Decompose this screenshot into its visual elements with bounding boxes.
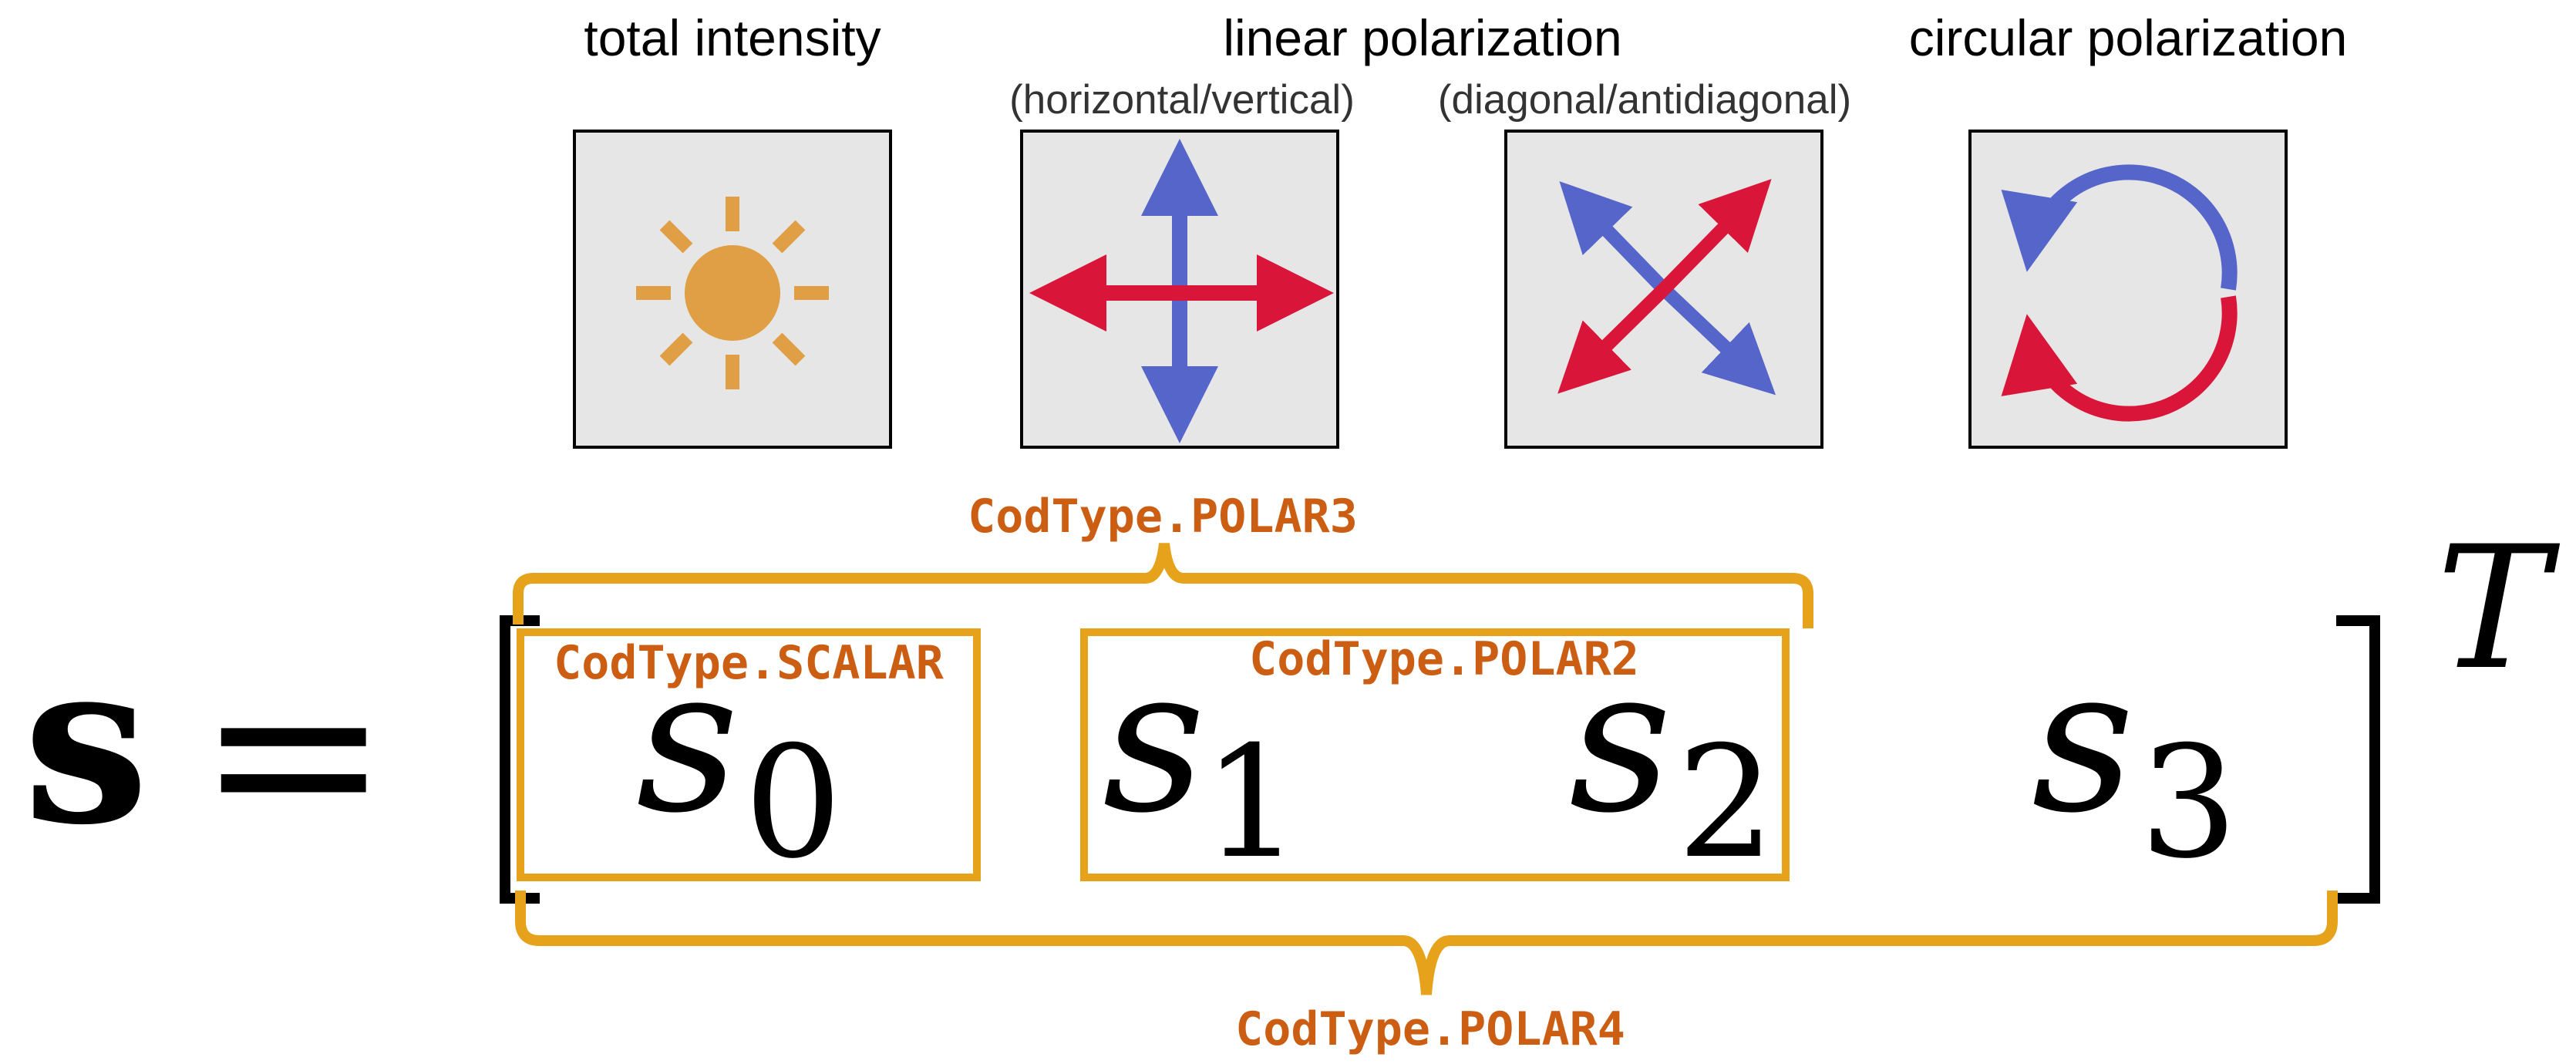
stokes-vector-symbol: s	[23, 612, 149, 874]
svg-text:s: s	[636, 625, 739, 857]
stokes-component-s2: s 2	[1569, 625, 1775, 893]
transpose-superscript: T	[2436, 510, 2561, 707]
svg-text:s: s	[1103, 625, 1205, 857]
subheader-diagonal-antidiagonal: (diagonal/antidiagonal)	[1438, 77, 1851, 123]
stokes-component-s1: s 1	[1103, 625, 1301, 893]
circular-arrows-icon	[1968, 130, 2288, 449]
svg-text:1: 1	[1203, 713, 1301, 893]
polar3-bracket: CodType.POLAR3	[513, 490, 1813, 628]
header-total-intensity: total intensity	[584, 9, 881, 66]
svg-text:s: s	[1569, 625, 1672, 857]
svg-text:3: 3	[2140, 713, 2238, 893]
svg-text:2: 2	[1677, 713, 1775, 893]
right-square-bracket	[2336, 615, 2380, 904]
header-circular-polarization: circular polarization	[1909, 9, 2348, 66]
sun-icon	[573, 130, 892, 449]
svg-text:0: 0	[744, 713, 842, 893]
stokes-equation: s = s 0 s 1 s 2 s 3 T	[23, 510, 2561, 904]
stokes-component-s0: s 0	[636, 625, 842, 893]
codtype-polar2-label: CodType.POLAR2	[1249, 632, 1639, 686]
svg-text:s: s	[2032, 625, 2134, 857]
scalar-box: CodType.SCALAR	[517, 628, 981, 881]
codtype-scalar-label: CodType.SCALAR	[554, 636, 945, 690]
horizontal-vertical-arrows-icon	[1020, 130, 1339, 449]
equals-sign: =	[197, 618, 390, 887]
polar4-bracket: CodType.POLAR4	[515, 891, 2338, 1056]
codtype-polar3-label: CodType.POLAR3	[968, 490, 1358, 544]
codtype-polar4-label: CodType.POLAR4	[1235, 1002, 1625, 1056]
stokes-component-s3: s 3	[2032, 625, 2238, 893]
header-linear-polarization: linear polarization	[1223, 9, 1621, 66]
polar2-box: CodType.POLAR2	[1080, 628, 1790, 881]
diagonal-arrows-icon	[1504, 130, 1823, 449]
subheader-horizontal-vertical: (horizontal/vertical)	[1009, 77, 1355, 123]
